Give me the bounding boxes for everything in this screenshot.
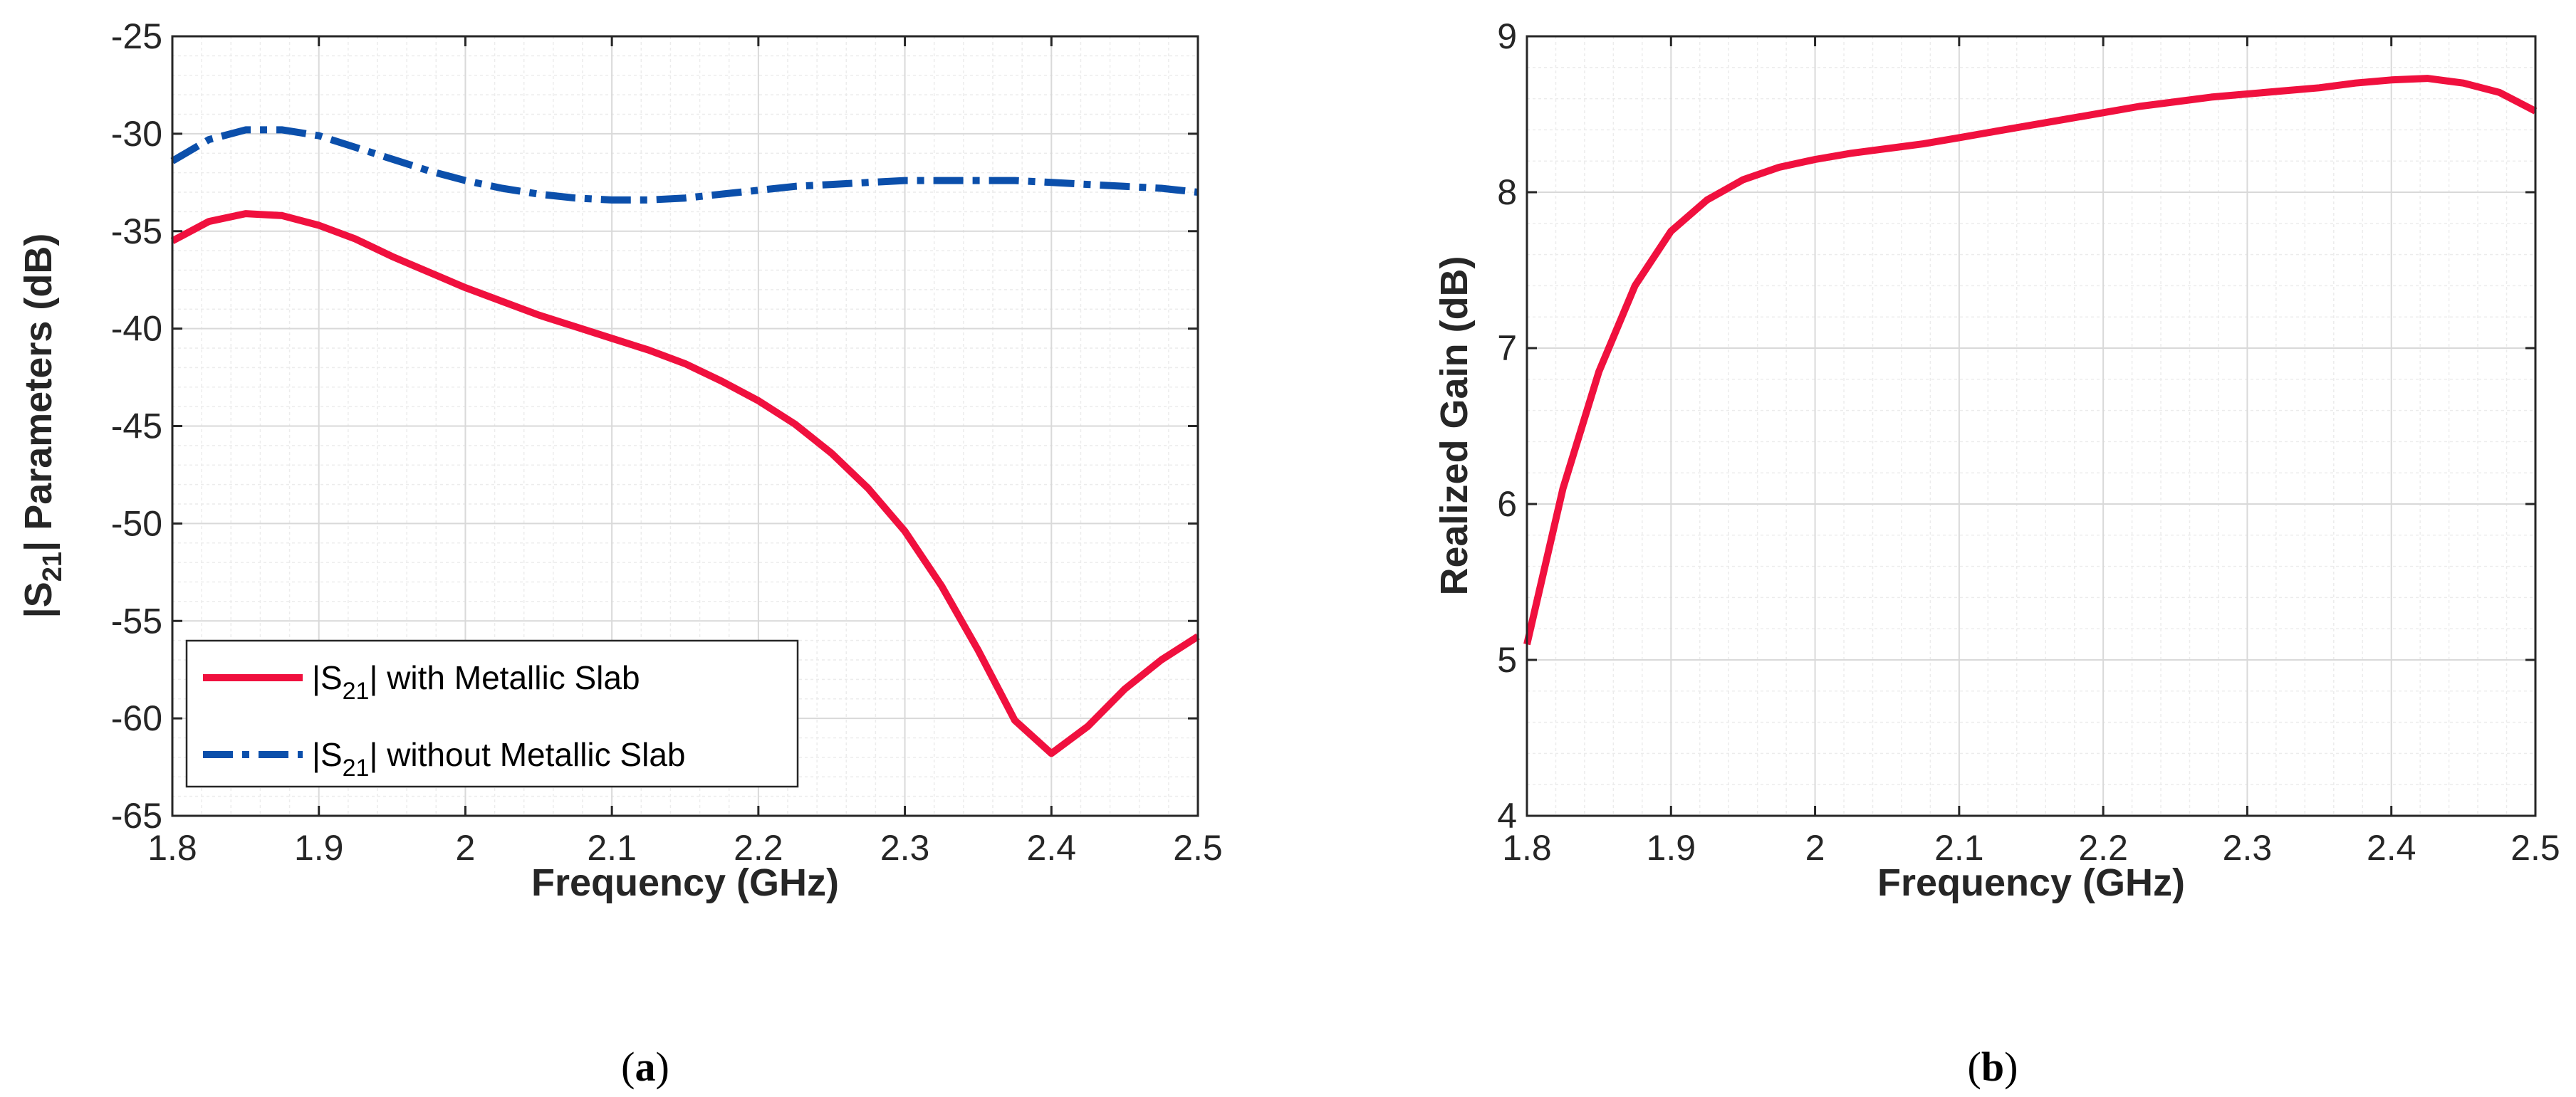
y-tick-label: 5 xyxy=(1497,640,1517,680)
y-tick-label: 9 xyxy=(1497,16,1517,56)
x-tick-label: 2.2 xyxy=(2078,828,2128,868)
y-tick-label: -30 xyxy=(111,114,162,154)
chart-b-axes-box xyxy=(1526,35,2537,817)
x-tick-label: 1.8 xyxy=(1502,828,1552,868)
y-tick-label: 7 xyxy=(1497,328,1517,368)
x-tick-label: 2 xyxy=(456,828,476,868)
series-line-primary xyxy=(1523,75,2538,646)
chart-a-caption: (a) xyxy=(621,1044,669,1090)
x-tick-label: 2.4 xyxy=(1027,828,1077,868)
x-tick-label: 1.8 xyxy=(147,828,197,868)
chart-b-plot-area xyxy=(1527,36,2535,816)
chart-a-legend: |S21| with Metallic Slab |S21| without M… xyxy=(185,639,799,788)
chart-b: 1.8 1.9 2 2.1 2.2 2.3 2.4 2.5 4 5 6 7 8 9 Frequency … xyxy=(1433,16,2560,1090)
x-tick-label: 2 xyxy=(1805,828,1825,868)
chart-b-lines xyxy=(1523,75,2538,646)
x-tick-label: 2.1 xyxy=(1934,828,1984,868)
chart-a-x-ticks: 1.8 1.9 2 2.1 2.2 2.3 2.4 2.5 xyxy=(147,36,1223,868)
x-tick-label: 2.5 xyxy=(1173,828,1223,868)
chart-a-lines xyxy=(170,126,1200,757)
chart-a-y-axis-label: |S21| Parameters (dB) xyxy=(17,233,68,619)
x-tick-label: 2.1 xyxy=(587,828,637,868)
y-tick-label: 4 xyxy=(1497,796,1517,836)
x-tick-label: 2.4 xyxy=(2367,828,2416,868)
x-tick-label: 1.9 xyxy=(294,828,344,868)
chart-b-x-axis-label: Frequency (GHz) xyxy=(1877,861,2185,904)
chart-b-y-axis-label: Realized Gain (dB) xyxy=(1433,256,1476,595)
y-tick-label: -55 xyxy=(111,601,162,641)
x-tick-label: 2.3 xyxy=(2223,828,2273,868)
series-line-primary xyxy=(170,210,1200,757)
y-tick-label: -40 xyxy=(111,309,162,349)
y-tick-label: -25 xyxy=(111,16,162,56)
legend-label-without-slab: |S21| without Metallic Slab xyxy=(312,736,686,782)
legend-label-with-slab: |S21| with Metallic Slab xyxy=(312,659,640,705)
y-tick-label: -35 xyxy=(111,211,162,251)
chart-b-x-ticks: 1.8 1.9 2 2.1 2.2 2.3 2.4 2.5 xyxy=(1502,36,2560,868)
chart-a: 1.8 1.9 2 2.1 2.2 2.3 2.4 2.5 -65 -60 -55 -50 -45 -4… xyxy=(17,16,1223,1090)
y-tick-label: -50 xyxy=(111,503,162,543)
chart-b-y-ticks: 4 5 6 7 8 9 xyxy=(1497,16,2535,836)
y-tick-label: 8 xyxy=(1497,172,1517,212)
y-tick-label: -45 xyxy=(111,406,162,446)
chart-a-legend-box xyxy=(185,639,799,788)
chart-b-caption: (b) xyxy=(1968,1044,2018,1090)
x-tick-label: 2.5 xyxy=(2510,828,2560,868)
y-tick-label: -65 xyxy=(111,796,162,836)
y-tick-label: 6 xyxy=(1497,484,1517,524)
series-line-secondary xyxy=(170,126,1199,204)
x-tick-label: 1.9 xyxy=(1647,828,1696,868)
x-tick-label: 2.3 xyxy=(880,828,930,868)
x-tick-label: 2.2 xyxy=(734,828,783,868)
chart-a-x-axis-label: Frequency (GHz) xyxy=(531,861,839,904)
y-tick-label: -60 xyxy=(111,698,162,738)
chart-a-y-ticks: -65 -60 -55 -50 -45 -40 -35 -30 -25 xyxy=(111,16,1198,836)
